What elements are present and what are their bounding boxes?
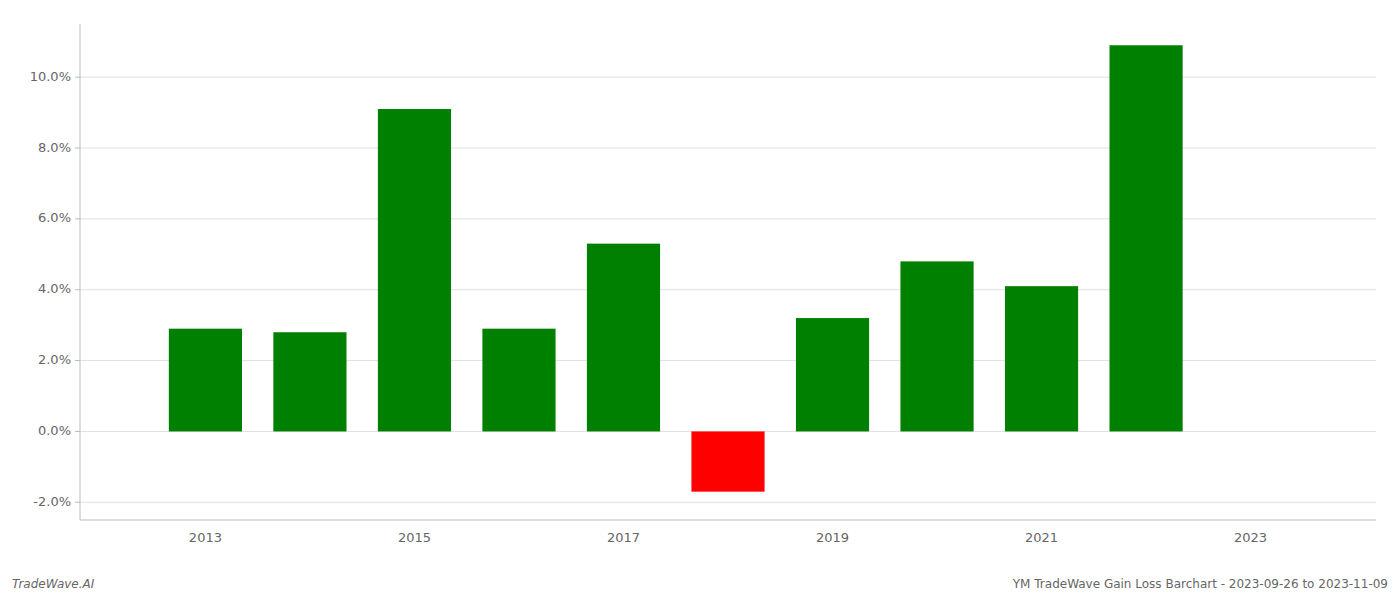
x-tick-label: 2019 (816, 530, 849, 545)
y-tick (75, 360, 80, 361)
x-tick-label: 2023 (1234, 530, 1267, 545)
bar (796, 318, 869, 431)
y-tick (75, 502, 80, 503)
bar (1109, 45, 1182, 431)
x-tick-label: 2017 (607, 530, 640, 545)
y-tick (75, 148, 80, 149)
x-axis: 2013 2015 2017 2019 2021 2023 (80, 520, 1376, 545)
bar (378, 109, 451, 431)
footer-left: TradeWave.AI (12, 577, 95, 591)
bar (482, 329, 555, 432)
bar (273, 332, 346, 431)
x-tick-label: 2013 (189, 530, 222, 545)
y-tick-label: 10.0% (30, 69, 71, 84)
grid-line (80, 502, 1376, 503)
y-tick-label: 8.0% (38, 140, 71, 155)
x-tick-label: 2015 (398, 530, 431, 545)
x-axis-line (80, 520, 1376, 521)
bar (169, 329, 242, 432)
bar (900, 261, 973, 431)
y-tick-label: 6.0% (38, 210, 71, 225)
y-tick (75, 431, 80, 432)
chart: -2.0%0.0%2.0%4.0%6.0%8.0%10.0%2013201520… (0, 0, 1400, 600)
y-tick-label: -2.0% (33, 494, 71, 509)
bar (691, 431, 764, 491)
y-axis-line (80, 24, 81, 520)
bar (587, 244, 660, 432)
bars (169, 45, 1183, 491)
y-tick (75, 218, 80, 219)
y-tick-label: 0.0% (38, 423, 71, 438)
y-tick-label: 4.0% (38, 281, 71, 296)
y-tick (75, 289, 80, 290)
x-tick-label: 2021 (1025, 530, 1058, 545)
footer-right: YM TradeWave Gain Loss Barchart - 2023-0… (1012, 577, 1388, 591)
y-tick-label: 2.0% (38, 352, 71, 367)
bar (1005, 286, 1078, 431)
y-axis: -2.0% 0.0% 2.0% 4.0% 6.0% 8.0% 10.0% (30, 24, 80, 520)
y-tick (75, 77, 80, 78)
